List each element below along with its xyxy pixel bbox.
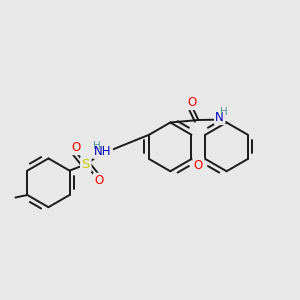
Text: S: S (82, 158, 90, 171)
Text: O: O (188, 96, 197, 109)
Text: H: H (220, 107, 228, 117)
Text: O: O (94, 174, 104, 187)
Text: O: O (194, 159, 203, 172)
Text: NH: NH (94, 145, 112, 158)
Text: H: H (94, 141, 101, 151)
Text: N: N (215, 111, 224, 124)
Text: O: O (71, 141, 80, 154)
